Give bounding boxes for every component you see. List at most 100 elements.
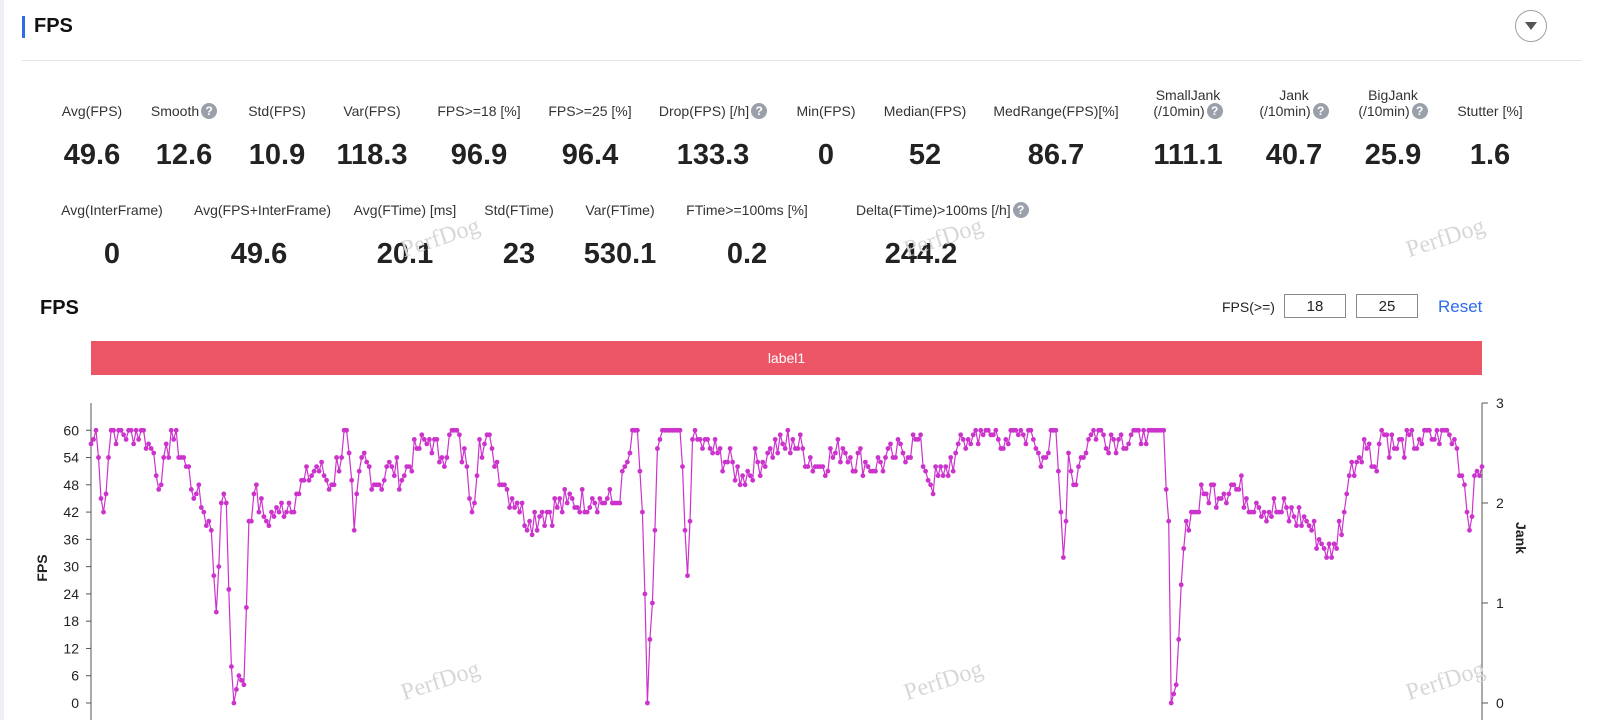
fps-data-point bbox=[594, 509, 600, 515]
fps-data-point bbox=[1289, 505, 1294, 510]
fps-data-point bbox=[1346, 473, 1352, 479]
fps-data-point bbox=[361, 450, 367, 456]
fps-threshold-low-input[interactable] bbox=[1284, 294, 1346, 318]
fps-data-point bbox=[918, 432, 923, 438]
fps-data-point bbox=[469, 509, 475, 515]
fps-data-point bbox=[487, 432, 492, 438]
fps-data-point bbox=[519, 500, 525, 506]
fps-data-point bbox=[236, 673, 242, 679]
fps-data-point bbox=[1309, 527, 1314, 533]
fps-data-point bbox=[1106, 450, 1111, 456]
metric-label-text: MedRange(FPS)[%] bbox=[993, 103, 1119, 119]
fps-data-point bbox=[231, 700, 237, 706]
fps-data-point bbox=[920, 464, 926, 469]
fps-data-point bbox=[326, 487, 332, 492]
fps-data-point bbox=[522, 523, 527, 529]
fps-data-point bbox=[1101, 432, 1106, 438]
fps-data-point bbox=[1211, 482, 1217, 488]
metric-value: 25.9 bbox=[1364, 139, 1422, 171]
fps-data-point bbox=[1141, 427, 1146, 433]
fps-data-point bbox=[589, 496, 595, 501]
fps-data-point bbox=[351, 527, 357, 533]
fps-data-point bbox=[923, 468, 928, 474]
metric-value: 96.4 bbox=[561, 139, 619, 171]
fps-data-point bbox=[732, 477, 738, 483]
y-axis-label-left: FPS bbox=[34, 554, 50, 581]
fps-data-point bbox=[930, 491, 936, 497]
fps-data-point bbox=[1449, 441, 1455, 447]
fps-data-point bbox=[1015, 432, 1021, 438]
fps-data-point bbox=[950, 468, 956, 474]
fps-data-point bbox=[234, 687, 239, 692]
watermark: PerfDog bbox=[1402, 213, 1489, 263]
fps-data-point bbox=[424, 441, 430, 447]
fps-data-point bbox=[893, 455, 898, 460]
fps-data-point bbox=[1306, 523, 1312, 529]
fps-data-point bbox=[133, 427, 139, 433]
fps-data-point bbox=[584, 509, 590, 515]
metric-label-text: Avg(InterFrame) bbox=[61, 202, 163, 218]
help-icon[interactable]: ? bbox=[751, 103, 768, 119]
fps-data-point bbox=[564, 500, 570, 506]
fps-data-point bbox=[1241, 505, 1247, 510]
fps-data-point bbox=[549, 523, 555, 529]
fps-data-point bbox=[557, 496, 563, 501]
fps-data-point bbox=[705, 437, 710, 442]
fps-data-point bbox=[755, 459, 761, 465]
fps-data-point bbox=[339, 455, 344, 460]
fps-data-point bbox=[1284, 505, 1289, 510]
fps-data-point bbox=[1063, 518, 1069, 524]
fps-data-point bbox=[376, 482, 382, 488]
metric-label-text: Var(FTime) bbox=[585, 202, 655, 218]
fps-data-point bbox=[1269, 514, 1274, 519]
fps-data-point bbox=[645, 700, 650, 706]
help-icon[interactable]: ? bbox=[1012, 202, 1029, 218]
help-icon[interactable]: ? bbox=[1206, 103, 1223, 119]
fps-data-point bbox=[1053, 427, 1059, 433]
fps-data-point bbox=[1043, 455, 1049, 460]
fps-data-point bbox=[1414, 446, 1420, 451]
reset-button[interactable]: Reset bbox=[1438, 297, 1483, 316]
fps-data-point bbox=[720, 468, 725, 474]
fps-data-point bbox=[494, 459, 500, 465]
help-icon[interactable]: ? bbox=[201, 103, 218, 119]
fps-data-point bbox=[577, 509, 583, 515]
collapse-toggle-button[interactable] bbox=[1515, 10, 1547, 42]
fps-data-point bbox=[1366, 441, 1372, 447]
fps-data-point bbox=[875, 455, 881, 460]
fps-data-point bbox=[1389, 432, 1395, 438]
fps-data-point bbox=[1138, 441, 1144, 447]
fps-data-point bbox=[1066, 450, 1071, 456]
help-icon[interactable]: ? bbox=[1312, 103, 1329, 119]
fps-data-point bbox=[828, 446, 833, 451]
y-tick-label-right: 0 bbox=[1496, 695, 1504, 711]
fps-data-point bbox=[567, 491, 573, 497]
fps-data-point bbox=[123, 437, 129, 442]
metric-label-text: Var(FPS) bbox=[343, 103, 401, 119]
fps-data-point bbox=[1236, 487, 1242, 492]
help-icon[interactable]: ? bbox=[1411, 103, 1428, 119]
fps-data-point bbox=[963, 446, 969, 451]
fps-data-point bbox=[559, 509, 565, 515]
label-bar[interactable]: label1 bbox=[91, 341, 1482, 375]
metric-label-text: Jank bbox=[1279, 87, 1309, 103]
fps-data-point bbox=[903, 459, 908, 465]
fps-data-point bbox=[1464, 509, 1470, 515]
fps-threshold-high-input[interactable] bbox=[1356, 294, 1418, 318]
fps-data-point bbox=[1371, 464, 1377, 469]
fps-data-point bbox=[973, 427, 979, 433]
fps-data-point bbox=[143, 446, 149, 451]
fps-data-point bbox=[822, 473, 828, 479]
fps-data-point bbox=[617, 500, 623, 506]
fps-data-point bbox=[524, 527, 530, 533]
fps-data-point bbox=[1168, 700, 1174, 706]
fps-data-point bbox=[532, 509, 537, 515]
fps-data-point bbox=[454, 427, 460, 433]
fps-data-point bbox=[1183, 518, 1189, 524]
fps-data-point bbox=[148, 446, 154, 451]
fps-data-point bbox=[254, 482, 259, 488]
fps-data-point bbox=[311, 468, 317, 474]
fps-data-point bbox=[168, 427, 174, 433]
fps-data-point bbox=[787, 450, 793, 456]
fps-data-point bbox=[1331, 541, 1337, 547]
